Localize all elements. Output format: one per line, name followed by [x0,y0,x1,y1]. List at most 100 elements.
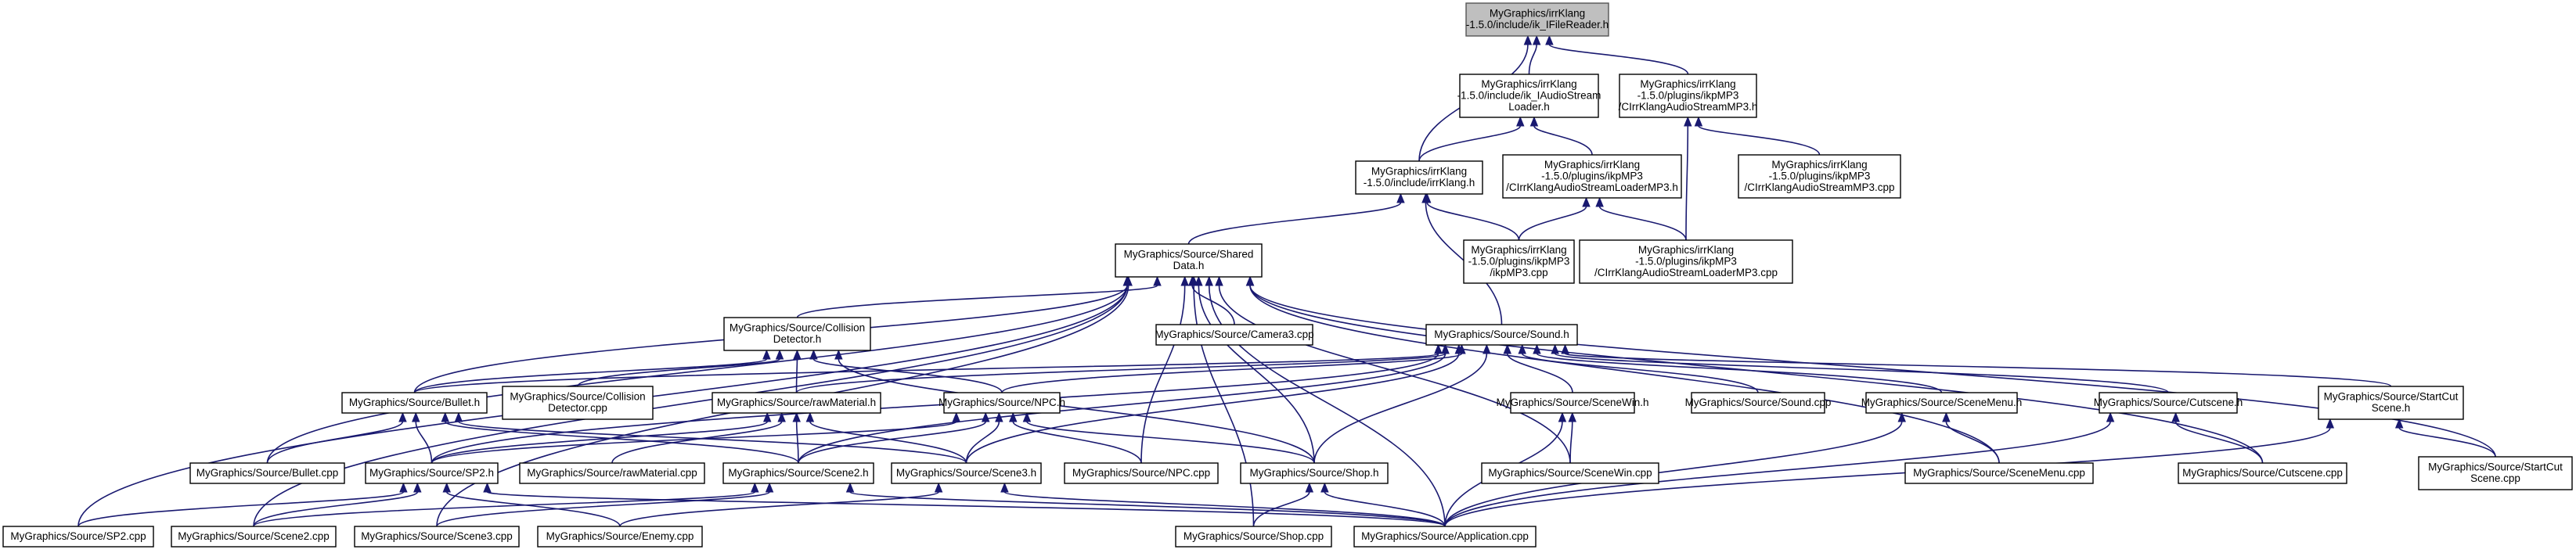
file-box[interactable] [1353,526,1537,548]
file-node[interactable]: MyGraphics/Source/Cutscene.cpp [2178,462,2347,484]
file-box[interactable] [1738,154,1901,199]
file-node[interactable]: MyGraphics/Source/Camera3.cpp [1155,324,1314,346]
file-box[interactable] [1355,160,1483,195]
file-box[interactable] [723,317,871,351]
file-node[interactable]: MyGraphics/irrKlang-1.5.0/include/irrKla… [1355,160,1483,195]
file-box[interactable] [943,392,1061,414]
file-node[interactable]: MyGraphics/Source/Enemy.cpp [537,526,703,548]
file-node[interactable]: MyGraphics/Source/Shop.cpp [1175,526,1332,548]
file-box[interactable] [891,462,1042,484]
arrow-head [413,482,422,493]
file-node[interactable]: MyGraphics/irrKlang-1.5.0/plugins/ikpMP3… [1463,239,1575,284]
file-node[interactable]: MyGraphics/Source/Sound.cpp [1685,392,1832,414]
arrow-head [1503,343,1511,354]
file-node[interactable]: MyGraphics/Source/Scene2.h [722,462,874,484]
file-box[interactable] [1463,239,1575,284]
file-box[interactable] [1175,526,1332,548]
file-node[interactable]: MyGraphics/Source/SceneWin.h [1496,392,1649,414]
file-box[interactable] [2178,462,2347,484]
include-edge [1187,202,1402,245]
arrow-head [1561,343,1569,354]
file-box[interactable] [2,526,154,548]
file-node[interactable]: MyGraphics/Source/Bullet.h [341,392,488,414]
arrow-head [1694,116,1703,127]
file-node[interactable]: MyGraphics/irrKlang-1.5.0/include/ik_IAu… [1457,74,1601,118]
file-box[interactable] [1502,154,1682,199]
file-node[interactable]: MyGraphics/Source/SceneMenu.h [1861,392,2023,414]
file-box[interactable] [1481,462,1659,484]
file-box[interactable] [722,462,874,484]
include-edge [577,358,780,387]
file-node[interactable]: MyGraphics/Source/Sound.h [1425,324,1578,346]
file-box[interactable] [171,526,337,548]
include-edge [1564,353,2392,387]
include-edge [1685,125,1689,241]
file-node[interactable]: MyGraphics/Source/SceneWin.cpp [1481,462,1659,484]
file-node[interactable]: MyGraphics/Source/rawMaterial.cpp [519,462,705,484]
file-node[interactable]: MyGraphics/Source/rawMaterial.h [712,392,881,414]
file-label-line: Scene.cpp [2470,472,2520,484]
file-box[interactable] [712,392,881,414]
file-box[interactable] [1155,324,1313,346]
file-box[interactable] [1904,462,2094,484]
include-edge [965,421,1000,464]
file-box[interactable] [365,462,499,484]
file-node[interactable]: MyGraphics/Source/Bullet.cpp [189,462,345,484]
arrow-head [952,411,960,422]
file-box[interactable] [1240,462,1389,484]
file-box[interactable] [502,386,654,420]
file-node[interactable]: MyGraphics/irrKlang-1.5.0/plugins/ikpMP3… [1502,154,1682,199]
file-node[interactable]: MyGraphics/Source/Cutscene.h [2094,392,2243,414]
file-node[interactable]: MyGraphics/Source/Scene3.cpp [354,526,520,548]
file-node[interactable]: MyGraphics/Source/Application.cpp [1353,526,1537,548]
file-label-line: -1.5.0/include/irrKlang.h [1364,177,1475,189]
root-file-box[interactable] [1465,2,1609,37]
file-box[interactable] [1510,392,1635,414]
file-box[interactable] [1619,74,1757,118]
file-box[interactable] [2418,456,2573,490]
file-label-line: MyGraphics/Source/Bullet.h [349,397,480,408]
file-node[interactable]: MyGraphics/Source/Scene3.h [891,462,1042,484]
include-edge [1444,421,1903,527]
file-box[interactable] [354,526,520,548]
file-label-line: MyGraphics/irrKlang [1640,78,1735,90]
file-box[interactable] [1865,392,2018,414]
file-box[interactable] [341,392,488,414]
file-box[interactable] [189,462,345,484]
file-box[interactable] [2099,392,2238,414]
include-edge [798,421,986,464]
file-node[interactable]: MyGraphics/Source/SP2.h [365,462,499,484]
include-edge [1003,491,1446,527]
file-node[interactable]: MyGraphics/Source/Scene2.cpp [171,526,337,548]
file-node[interactable]: MyGraphics/Source/SP2.cpp [2,526,154,548]
file-label-line: Loader.h [1508,101,1550,113]
arrow-head [1684,116,1692,127]
file-node[interactable]: MyGraphics/irrKlang-1.5.0/include/ik_IFi… [1465,2,1609,37]
file-node[interactable]: MyGraphics/Source/SceneMenu.cpp [1904,462,2094,484]
arrow-head [1245,275,1255,286]
file-box[interactable] [1115,243,1263,278]
file-node[interactable]: MyGraphics/irrKlang-1.5.0/plugins/ikpMP3… [1619,74,1758,118]
file-node[interactable]: MyGraphics/Source/NPC.h [939,392,1065,414]
file-box[interactable] [2318,386,2464,420]
arrow-head [775,349,784,360]
file-box[interactable] [1459,74,1599,118]
file-label-line: -1.5.0/include/ik_IAudioStream [1457,89,1601,101]
file-box[interactable] [1579,239,1793,284]
file-box[interactable] [519,462,705,484]
file-box[interactable] [1425,324,1578,346]
file-node[interactable]: MyGraphics/Source/NPC.cpp [1064,462,1219,484]
arrow-head [792,411,801,422]
file-box[interactable] [1064,462,1219,484]
file-node[interactable]: MyGraphics/irrKlang-1.5.0/plugins/ikpMP3… [1579,239,1793,284]
file-label-line: -1.5.0/plugins/ikpMP3 [1769,170,1871,181]
file-box[interactable] [537,526,703,548]
file-node[interactable]: MyGraphics/Source/Shop.h [1240,462,1389,484]
file-node[interactable]: MyGraphics/irrKlang-1.5.0/plugins/ikpMP3… [1738,154,1901,199]
file-box[interactable] [1691,392,1825,414]
